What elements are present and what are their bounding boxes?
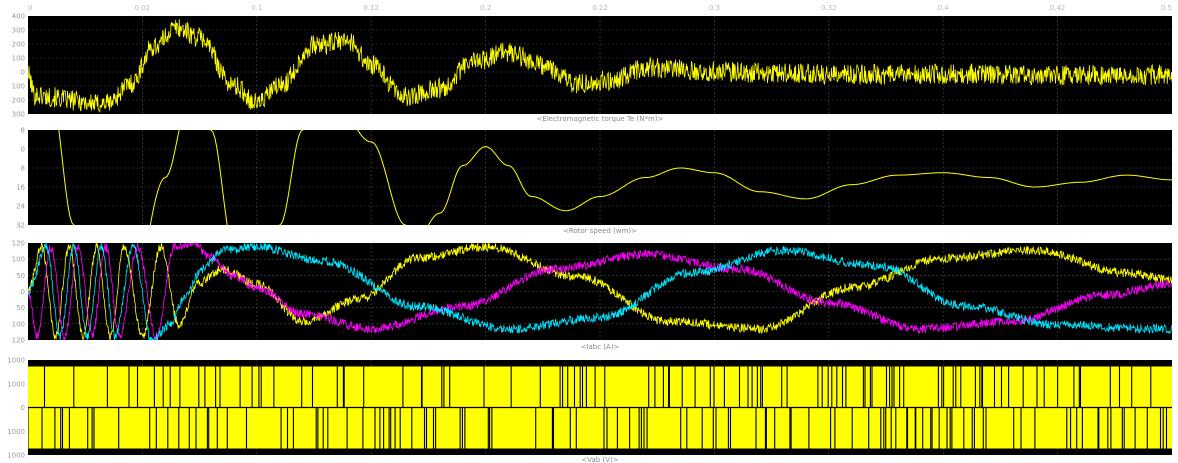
x-tick-label: 0.3: [709, 4, 720, 12]
y-tick-label: 50: [16, 304, 25, 312]
y-tick-label: 0: [21, 288, 25, 296]
y-tick-label: 200: [12, 97, 25, 105]
y-tick-label: 300: [12, 27, 25, 35]
y-tick-label: 300: [12, 111, 25, 119]
x-tick-labels: 0 0.02 0.1 0.12 0.2 0.22 0.3 0.32 0.4 0.42 0.5: [28, 4, 1172, 12]
scope-panel: 400 300 200 100 0 100 200 300 <Electromagnetic t…: [12, 13, 1172, 123]
x-tick-label: 0.22: [592, 4, 608, 12]
panel-title: <Vab (V)>: [581, 456, 618, 463]
y-tick-label: 1000: [7, 428, 25, 436]
y-tick-label: 400: [12, 13, 25, 21]
y-tick-label: 100: [12, 83, 25, 91]
pwm-gaps: [28, 366, 1168, 449]
panel-title: <Iabc (A)>: [581, 343, 620, 351]
y-tick-label: 100: [12, 320, 25, 328]
x-tick-label: 0.5: [1161, 4, 1172, 12]
x-tick-label: 0.42: [1050, 4, 1066, 12]
series-line: [58, 130, 1172, 225]
scope-panel: 120 100 50 0 50 100 120 <Iabc (A)>: [12, 240, 1172, 351]
y-tick-label: 1000: [7, 380, 25, 388]
series-line: [28, 243, 1172, 340]
y-tick-label: 32: [16, 222, 25, 230]
x-tick-label: 0.12: [363, 4, 379, 12]
series-line: [28, 19, 1172, 114]
y-tick-label: 8: [21, 165, 25, 173]
x-tick-label: 0: [28, 4, 32, 12]
x-tick-label: 0.02: [135, 4, 151, 12]
y-tick-label: 100: [12, 55, 25, 63]
y-tick-label: 200: [12, 41, 25, 49]
y-tick-label: 24: [16, 203, 25, 211]
series-line: [28, 243, 1172, 340]
x-tick-label: 0.2: [480, 4, 491, 12]
y-tick-label: 16: [16, 184, 25, 192]
x-tick-label: 0.32: [821, 4, 837, 12]
panel-title: <Rotor speed (wm)>: [563, 227, 637, 235]
y-tick-label: 0: [21, 146, 25, 154]
scope-panel: 1000 1000 0 1000 1000 <Vab (V)>: [7, 357, 1172, 463]
y-tick-label: 0: [21, 69, 25, 77]
y-tick-label: 120: [12, 337, 25, 345]
y-tick-label: 1000: [7, 452, 25, 460]
series-line: [28, 243, 1172, 340]
y-tick-label: 8: [21, 127, 25, 135]
y-tick-label: 0: [21, 404, 25, 412]
y-tick-label: 50: [16, 272, 25, 280]
x-tick-label: 0.4: [938, 4, 950, 12]
y-tick-label: 100: [12, 256, 25, 264]
y-tick-label: 1000: [7, 357, 25, 365]
y-tick-label: 120: [12, 240, 25, 248]
scope-panel: 8 0 8 16 24 32 <Rotor speed (wm)>: [16, 127, 1172, 235]
x-tick-label: 0.1: [251, 4, 262, 12]
panel-title: <Electromagnetic torque Te (N*m)>: [537, 115, 664, 123]
